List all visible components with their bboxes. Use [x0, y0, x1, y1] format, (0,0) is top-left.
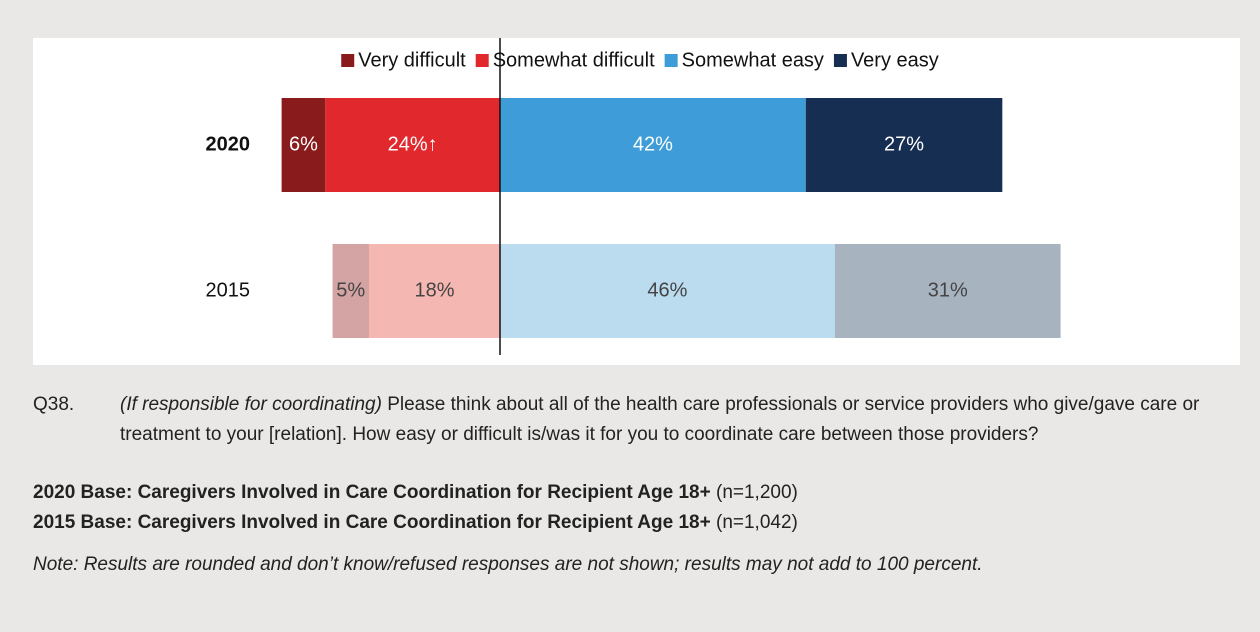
notes: Q38. (If responsible for coordinating) Pl… — [33, 390, 1248, 580]
base: 2020 Base: Caregivers Involved in Care C… — [33, 478, 1248, 508]
question-condition: (If responsible for coordinating) — [120, 394, 382, 415]
footnote: Note: Results are rounded and don’t know… — [33, 554, 983, 575]
base-n: (n=1,042) — [716, 512, 798, 533]
legend-label: Very difficult — [358, 49, 466, 71]
bar-segment — [500, 98, 806, 192]
legend-swatch — [664, 54, 678, 67]
base-label: 2020 Base: Caregivers Involved in Care C… — [33, 482, 711, 503]
bar-segment — [332, 244, 369, 338]
base: 2015 Base: Caregivers Involved in Care C… — [33, 508, 1248, 538]
question: Q38. (If responsible for coordinating) Pl… — [33, 390, 1248, 450]
legend-swatch — [833, 54, 847, 67]
legend-label: Somewhat easy — [682, 49, 824, 71]
value-label: 42% — [633, 133, 673, 155]
base-n: (n=1,200) — [716, 482, 798, 503]
question-text: Please think about all of the health car… — [120, 394, 1200, 445]
bars: 2020 24%↑ 6% 42% 27% 2015 18% 5% 46% 31% — [206, 98, 1061, 338]
value-label: 18% — [414, 279, 454, 301]
value-label: 5% — [336, 279, 365, 301]
legend-label: Very easy — [851, 49, 939, 71]
value-label: 31% — [928, 279, 968, 301]
value-label: 6% — [289, 133, 318, 155]
legend-label: Somewhat difficult — [493, 49, 655, 71]
base-label: 2015 Base: Caregivers Involved in Care C… — [33, 512, 711, 533]
bar-segment — [500, 244, 835, 338]
chart: Very difficult Somewhat difficult Somewhat… — [33, 38, 1240, 365]
category-label: 2020 — [206, 133, 251, 155]
legend: Very difficult Somewhat difficult Somewhat… — [341, 49, 939, 71]
question-number: Q38. — [33, 394, 75, 415]
bar-segment — [325, 98, 500, 192]
legend-swatch — [475, 54, 489, 67]
bar-segment — [368, 244, 500, 338]
value-label: 46% — [647, 279, 687, 301]
bar-segment — [834, 244, 1061, 338]
category-label: 2015 — [206, 279, 251, 301]
value-label: 24%↑ — [388, 133, 438, 155]
bar-segment — [281, 98, 326, 192]
value-label: 27% — [884, 133, 924, 155]
legend-swatch — [341, 54, 355, 67]
bar-segment — [805, 98, 1003, 192]
